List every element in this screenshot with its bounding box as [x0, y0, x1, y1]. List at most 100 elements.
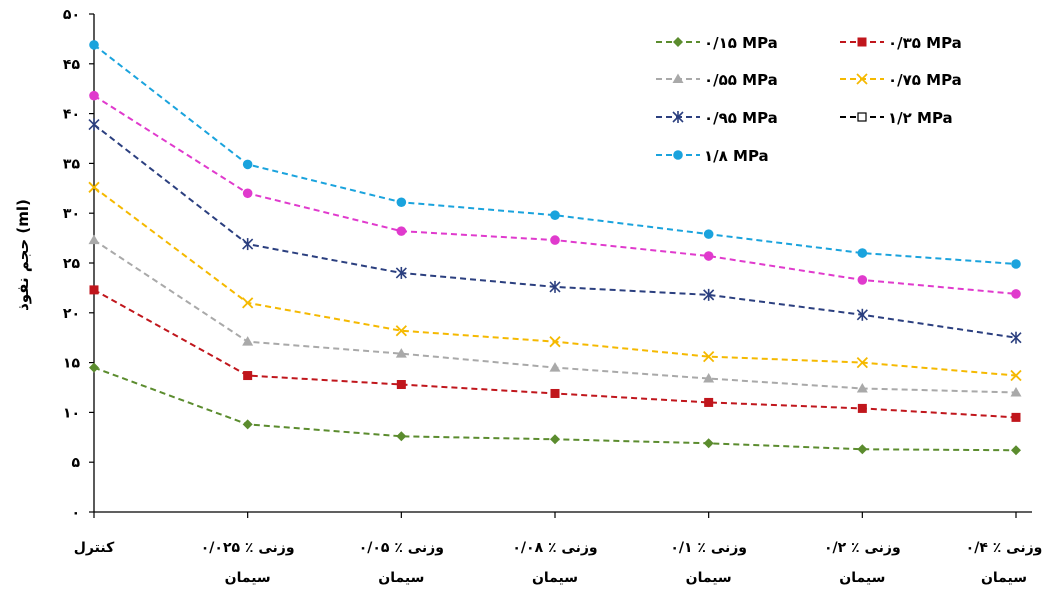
legend-entry: ۰/۳۵ MPa	[840, 34, 962, 52]
legend-label: ۰/۳۵ MPa	[888, 34, 962, 52]
series-path	[93, 123, 1017, 339]
x-tick-label: ۰/۰۲۵ ٪ وزنی	[201, 540, 295, 556]
data-point	[88, 234, 100, 245]
series-path	[93, 289, 1017, 419]
plot-area	[88, 40, 1022, 456]
data-point	[242, 238, 254, 251]
x-tick-label: ۰/۴ ٪ وزنی	[966, 540, 1043, 556]
legend-entry: ۱/۲ MPa	[840, 109, 953, 127]
y-tick-label: ۲۵	[63, 256, 81, 272]
marker-stroke	[856, 356, 868, 369]
legend-label: ۰/۹۵ MPa	[704, 109, 778, 127]
data-point	[1010, 386, 1022, 397]
data-point	[549, 362, 561, 372]
legend-entry: ۰/۵۵ MPa	[656, 71, 778, 89]
data-point	[550, 235, 560, 245]
x-tick-label: کنترل	[74, 540, 115, 556]
legend-entry: ۱/۸ MPa	[656, 147, 769, 165]
data-point	[673, 150, 683, 160]
data-point	[243, 371, 253, 381]
data-point	[395, 325, 407, 337]
legend-label: ۰/۱۵ MPa	[704, 34, 778, 52]
data-point	[856, 356, 868, 369]
y-tick-label: ۵۰	[63, 7, 80, 23]
x-tick-label: سیمان	[839, 570, 885, 586]
data-point	[396, 380, 406, 390]
legend-entry: ۰/۹۵ MPa	[656, 109, 778, 127]
data-point	[242, 159, 253, 170]
data-point	[395, 348, 407, 358]
x-tick-label: ۰/۱ ٪ وزنی	[670, 540, 747, 556]
y-tick-label: ۳۰	[63, 206, 80, 222]
legend-entry: ۰/۱۵ MPa	[656, 34, 778, 52]
axes	[89, 13, 1032, 518]
data-point	[703, 288, 715, 301]
data-point	[396, 431, 407, 442]
data-point	[242, 297, 254, 309]
data-point	[857, 275, 868, 285]
data-point	[395, 266, 407, 279]
y-tick-labels: ۰ ۵ ۱۰ ۱۵ ۲۰ ۲۵ ۳۰ ۳۵ ۴۰ ۴۵ ۵۰	[63, 7, 81, 521]
data-point	[89, 285, 99, 295]
y-tick-label: ۴۰	[63, 107, 80, 123]
data-point	[1011, 412, 1021, 422]
y-tick-label: ۴۵	[63, 57, 81, 73]
data-point	[242, 336, 254, 346]
data-point	[672, 73, 684, 83]
y-tick-label: ۱۰	[63, 405, 80, 421]
data-point	[857, 112, 867, 122]
data-point	[242, 419, 253, 430]
series-line	[89, 40, 1021, 269]
marker-stroke	[1010, 369, 1022, 382]
data-point	[856, 73, 868, 85]
data-point	[673, 37, 683, 47]
y-axis-title: حجم نفوذ (ml)	[14, 199, 32, 311]
data-point	[704, 397, 714, 407]
data-point	[89, 40, 99, 50]
data-point	[856, 382, 868, 393]
x-tick-label: سیمان	[981, 570, 1027, 586]
legend: ۰/۱۵ MPa ۰/۳۵ MPa ۰/۵۵ MPa ۰/۷۵ MPa ۰/۹۵ MPa…	[656, 34, 962, 165]
x-tick-label: ۰/۲ ٪ وزنی	[824, 540, 901, 556]
data-point	[549, 280, 561, 293]
series-line	[89, 362, 1021, 456]
x-tick-label: ۰/۰۸ ٪ وزنی	[512, 540, 597, 556]
data-point	[857, 37, 867, 47]
data-point	[857, 444, 868, 455]
data-point	[856, 308, 868, 321]
series-path	[93, 94, 1017, 295]
y-tick-label: ۵	[71, 455, 80, 471]
data-point	[857, 403, 867, 413]
y-tick-label: ۱۵	[63, 356, 81, 372]
data-point	[1011, 289, 1021, 299]
data-point	[89, 90, 99, 101]
data-point	[88, 118, 100, 131]
data-point	[1010, 369, 1022, 382]
legend-label: ۱/۸ MPa	[704, 147, 769, 165]
x-tick-labels: کنترل ۰/۰۲۵ ٪ وزنی سیمان ۰/۰۵ ٪ وزنی سیمان ۰/…	[74, 540, 1043, 586]
data-point	[549, 336, 561, 348]
data-point	[703, 373, 715, 383]
data-point	[88, 181, 100, 193]
data-point	[396, 226, 407, 236]
data-point	[1011, 445, 1021, 456]
series-line	[88, 181, 1022, 382]
data-point	[703, 251, 714, 261]
data-point	[1010, 331, 1022, 344]
series-line	[88, 234, 1022, 397]
y-tick-label: ۲۰	[63, 306, 80, 322]
marker-stroke	[242, 297, 254, 309]
data-point	[550, 388, 560, 398]
legend-entry: ۰/۷۵ MPa	[840, 71, 962, 89]
marker-stroke	[856, 73, 868, 85]
data-point	[672, 111, 684, 123]
legend-label: ۱/۲ MPa	[888, 109, 953, 127]
data-point	[89, 362, 99, 373]
data-point	[550, 434, 560, 445]
marker-stroke	[88, 181, 100, 193]
data-point	[396, 197, 407, 208]
series-line	[89, 90, 1021, 299]
marker-stroke	[549, 336, 561, 348]
x-tick-label: سیمان	[225, 570, 271, 586]
